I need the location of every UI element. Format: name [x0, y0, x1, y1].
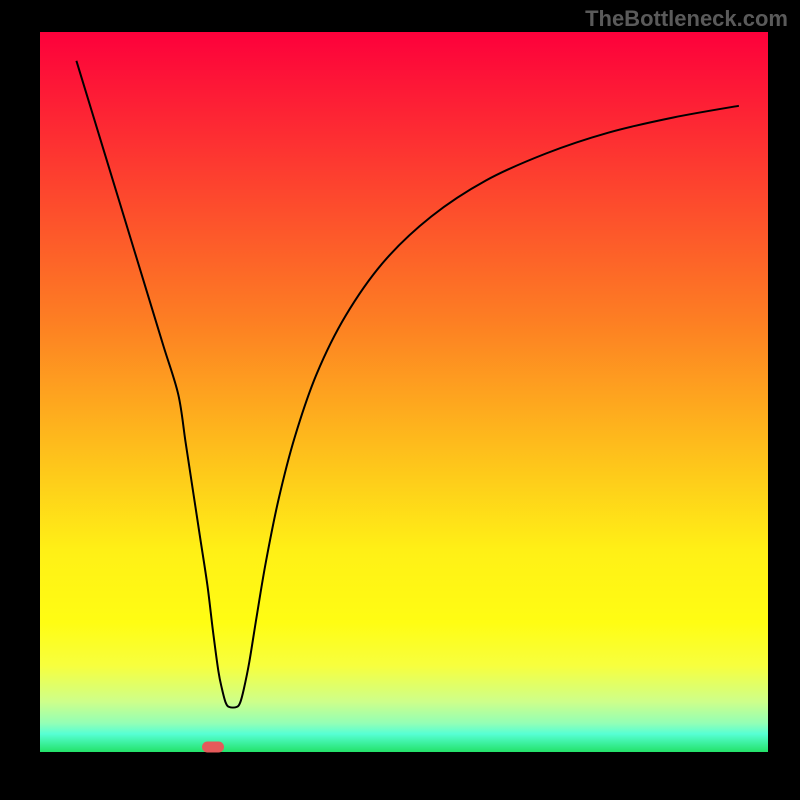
watermark-text: TheBottleneck.com — [585, 6, 788, 32]
optimal-point-marker — [202, 741, 224, 752]
curve-path — [76, 61, 738, 708]
bottleneck-curve — [40, 32, 768, 752]
chart-container: TheBottleneck.com — [0, 0, 800, 800]
plot-area — [40, 32, 768, 752]
